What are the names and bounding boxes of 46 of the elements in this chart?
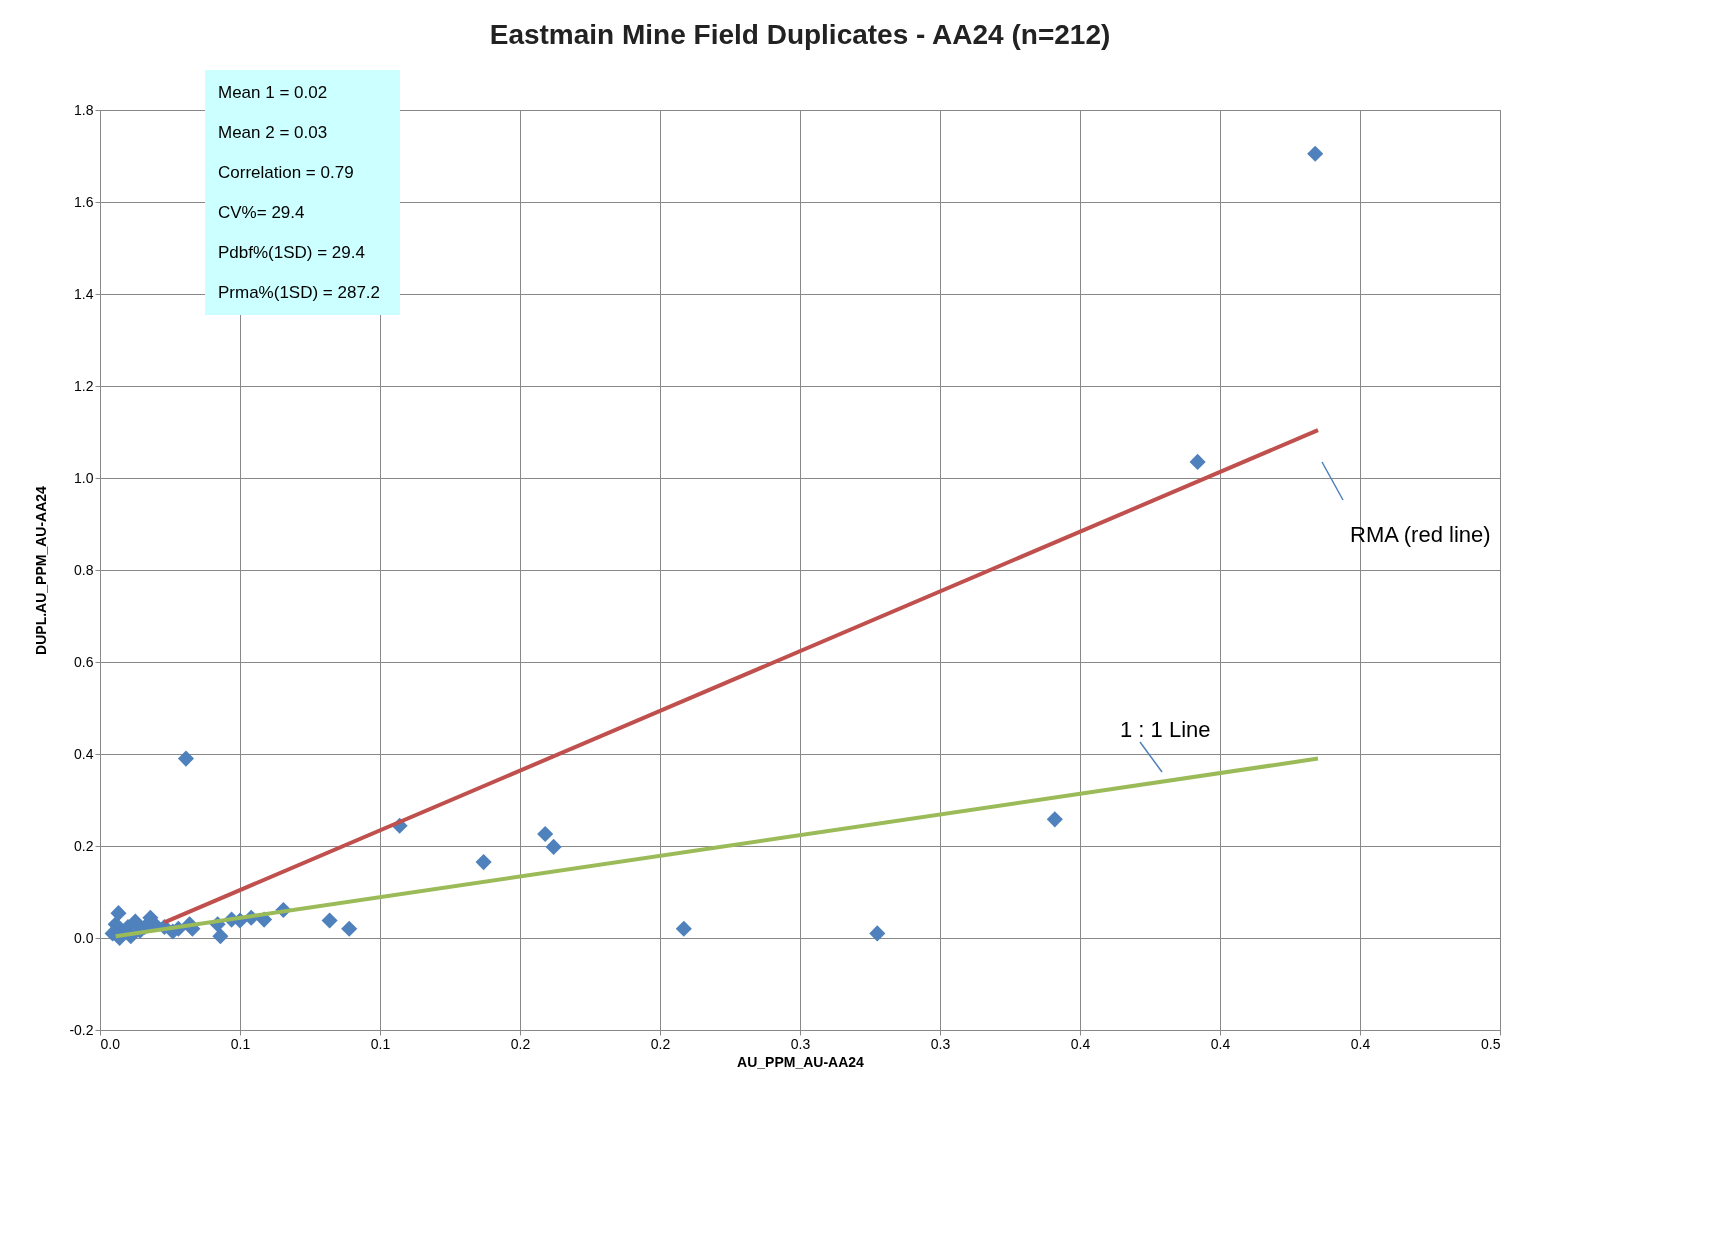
- x-tick-label: 0.3: [930, 1035, 951, 1052]
- point: [869, 925, 886, 942]
- y-tick-label: 1.4: [74, 285, 94, 302]
- y-tick-label: 1.0: [74, 469, 94, 486]
- x-tick-label: 0.5: [1481, 1035, 1501, 1052]
- x-tick-label: 0.3: [790, 1035, 811, 1052]
- annotation: Pdbf%(1SD) = 29.4: [218, 243, 365, 262]
- y-tick-label: 1.6: [74, 193, 94, 210]
- chart-title: Eastmain Mine Field Duplicates - AA24 (n=212): [489, 19, 1111, 50]
- annotation: 1 : 1 Line: [1120, 717, 1211, 742]
- y-tick-label: 0.4: [74, 745, 94, 762]
- point: [212, 928, 229, 945]
- point: [1189, 453, 1206, 470]
- y-tick-label: -0.2: [69, 1021, 94, 1038]
- annotation: Prma%(1SD) = 287.2: [218, 283, 381, 302]
- annotation: RMA (red line): [1350, 522, 1491, 547]
- x-axis-title: AU_PPM_AU-AA24: [737, 1053, 865, 1070]
- point: [110, 905, 127, 922]
- point: [321, 912, 338, 929]
- y-tick-label: 1.8: [74, 101, 94, 118]
- point: [675, 920, 692, 937]
- annotation: Correlation = 0.79: [218, 163, 354, 182]
- y-tick-label: 0.6: [74, 653, 94, 670]
- point: [545, 838, 562, 855]
- point: [341, 920, 358, 937]
- point: [1046, 811, 1063, 828]
- x-tick-label: 0.4: [1210, 1035, 1231, 1052]
- point: [475, 854, 492, 871]
- y-tick-label: 0.0: [74, 929, 94, 946]
- x-tick-label: 0.4: [1070, 1035, 1091, 1052]
- x-tick-label: 0.1: [370, 1035, 391, 1052]
- point: [537, 825, 554, 843]
- y-tick-label: 1.2: [74, 377, 94, 394]
- y-tick-label: 0.2: [74, 837, 94, 854]
- point: [177, 750, 195, 767]
- x-tick-label: 0.4: [1350, 1035, 1371, 1052]
- x-tick-label: 0.2: [510, 1035, 531, 1052]
- x-tick-label: 0.2: [650, 1035, 671, 1052]
- text: Mean 1 = 0.02: [218, 83, 328, 102]
- x-tick-label: 0.1: [230, 1035, 251, 1052]
- y-tick-label: 0.8: [74, 561, 94, 578]
- annotation: CV%= 29.4: [218, 203, 305, 222]
- y-axis-title: DUPL.AU_PPM_AU-AA24: [33, 485, 50, 655]
- x-tick-label: 0.0: [100, 1035, 121, 1052]
- point: [1307, 145, 1324, 162]
- annotation: Mean 2 = 0.03: [218, 123, 328, 142]
